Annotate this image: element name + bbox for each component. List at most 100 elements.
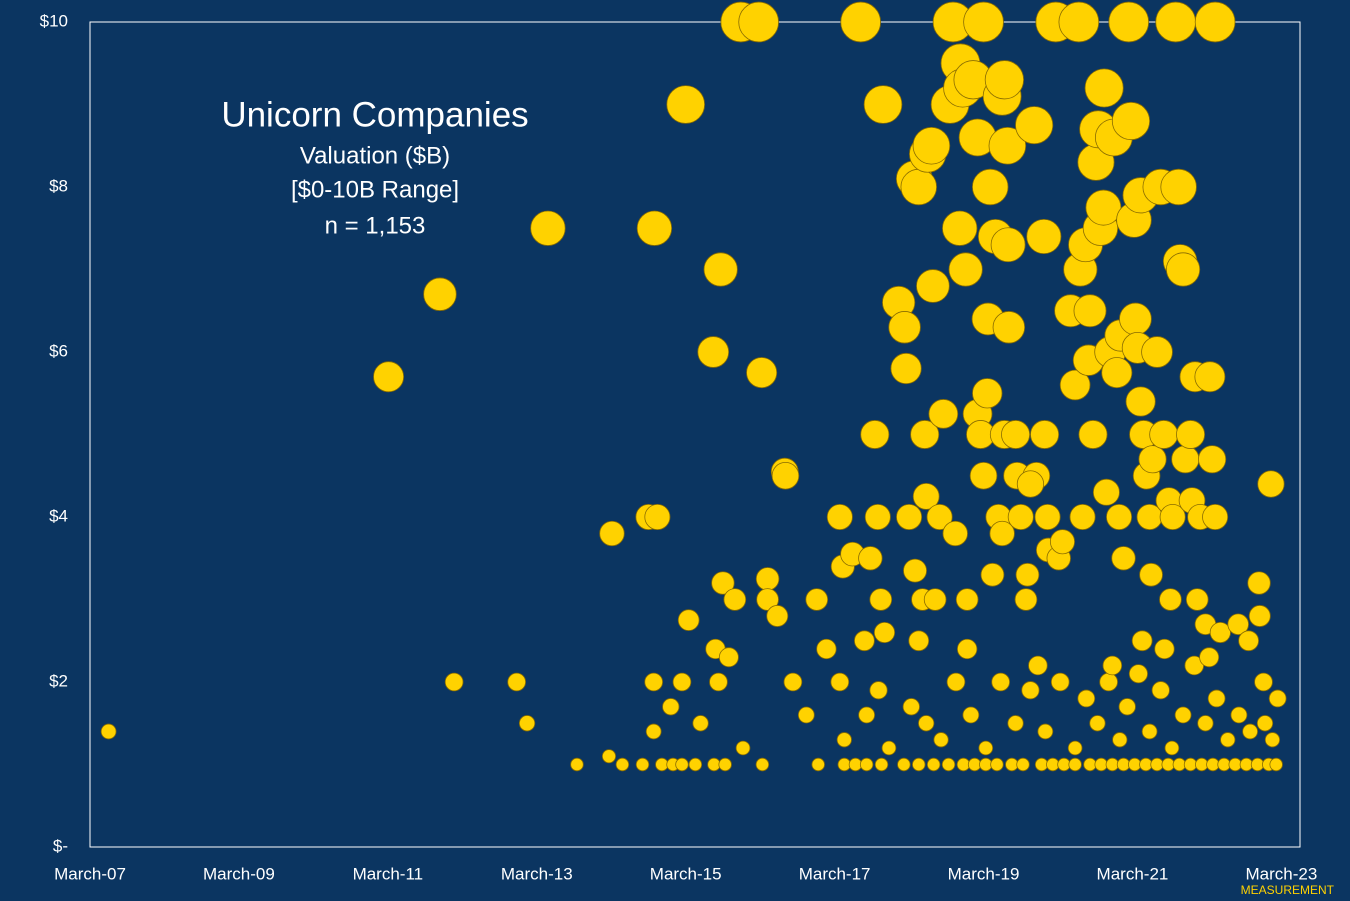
- bubble: [1106, 503, 1133, 530]
- bubble: [881, 740, 897, 756]
- bubble: [859, 757, 874, 772]
- bubble: [1268, 689, 1287, 708]
- bubble: [755, 567, 780, 591]
- bubble: [1001, 420, 1031, 449]
- bubble: [840, 1, 881, 43]
- bubble: [1149, 420, 1179, 449]
- bubble: [1220, 732, 1236, 748]
- bubbles: [100, 1, 1287, 772]
- bubble: [923, 588, 947, 611]
- bubble: [1069, 503, 1096, 530]
- bubble: [897, 757, 911, 772]
- bubble: [1026, 218, 1062, 255]
- bubble: [1239, 757, 1254, 772]
- bubble: [746, 357, 778, 389]
- bubble: [1151, 681, 1170, 700]
- bubble: [1195, 757, 1209, 772]
- bubble: [990, 227, 1026, 263]
- bubble: [908, 630, 930, 652]
- bubble: [1247, 571, 1271, 595]
- bubble: [1183, 757, 1198, 772]
- bubble: [1101, 357, 1133, 389]
- bubble: [1257, 470, 1285, 498]
- bubble: [1028, 655, 1048, 676]
- bubble: [1058, 1, 1100, 43]
- bubble: [1172, 757, 1187, 772]
- bubble: [1197, 715, 1214, 732]
- bubble: [928, 399, 959, 429]
- bubble: [990, 757, 1004, 772]
- bubble: [718, 647, 739, 668]
- bubble: [703, 252, 738, 287]
- bubble: [100, 723, 117, 740]
- bubble: [1199, 647, 1220, 668]
- bubble: [672, 672, 692, 692]
- bubble: [1034, 503, 1061, 530]
- bubble: [864, 503, 891, 530]
- bubble: [1141, 723, 1158, 740]
- x-tick-label: March-07: [54, 864, 126, 883]
- bubble: [688, 757, 703, 772]
- bubble: [601, 749, 617, 764]
- bubble: [912, 126, 951, 165]
- bubble: [956, 757, 971, 772]
- bubble: [863, 85, 903, 124]
- bubble: [869, 588, 893, 611]
- bubble: [972, 378, 1003, 409]
- bubble: [675, 757, 689, 772]
- x-tick-label: March-17: [799, 864, 871, 883]
- bubble: [518, 715, 536, 732]
- bubble: [933, 732, 949, 748]
- bubble: [1007, 503, 1034, 530]
- bubble: [1159, 503, 1186, 530]
- x-tick-label: March-23: [1245, 864, 1317, 883]
- bubble: [912, 757, 926, 772]
- x-tick-label: March-21: [1097, 864, 1169, 883]
- bubble: [1174, 706, 1192, 724]
- plot-border: [89, 21, 1301, 848]
- bubble: [942, 520, 968, 547]
- bubble: [969, 461, 998, 490]
- bubble: [1139, 562, 1163, 587]
- bubble: [1034, 757, 1049, 772]
- bubble: [1015, 562, 1040, 587]
- bubble: [830, 672, 850, 692]
- bubble: [1127, 757, 1142, 772]
- bubble: [1150, 757, 1164, 772]
- bubble: [1007, 715, 1024, 732]
- bubble: [1228, 757, 1242, 772]
- bubble: [1250, 757, 1265, 772]
- bubble: [718, 757, 732, 772]
- bubble: [916, 269, 950, 303]
- bubble: [816, 638, 837, 660]
- y-tick-label: $10: [40, 11, 68, 30]
- bubble: [854, 630, 875, 652]
- bubble: [1227, 613, 1249, 636]
- bubble: [1138, 445, 1167, 474]
- bubble: [1242, 723, 1258, 740]
- bubble: [1067, 740, 1083, 756]
- bubble: [1057, 757, 1071, 772]
- chart-subtitle: Valuation ($B): [300, 142, 450, 169]
- bubble: [848, 757, 863, 772]
- bubble: [826, 503, 853, 530]
- bubble: [1016, 757, 1030, 772]
- bubble: [1083, 757, 1097, 772]
- bubble: [873, 621, 896, 644]
- bubble: [1084, 68, 1124, 108]
- bubble: [1016, 470, 1045, 498]
- bubble: [1085, 189, 1122, 226]
- bubble: [1154, 638, 1175, 660]
- bubble: [1269, 757, 1283, 772]
- bubble: [1119, 302, 1152, 336]
- bubble: [1005, 757, 1019, 772]
- bubble: [890, 352, 922, 385]
- bubble: [1202, 503, 1229, 530]
- bubble: [1185, 588, 1209, 611]
- bubble: [1015, 106, 1054, 145]
- bubble: [836, 732, 852, 748]
- bubble: [1254, 672, 1273, 692]
- bubble: [1141, 336, 1173, 368]
- bubble: [1077, 689, 1096, 708]
- bubble: [373, 361, 405, 393]
